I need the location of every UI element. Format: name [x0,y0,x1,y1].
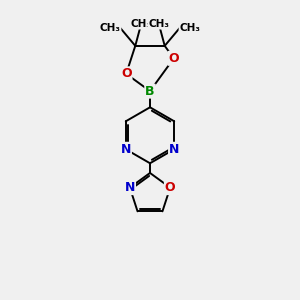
Text: N: N [125,181,135,194]
Text: O: O [121,67,131,80]
Text: B: B [145,85,155,98]
Text: CH₃: CH₃ [100,23,121,33]
Text: CH₃: CH₃ [131,19,152,29]
Text: CH₃: CH₃ [179,23,200,33]
Text: N: N [121,143,131,156]
Text: CH₃: CH₃ [148,19,169,29]
Text: N: N [169,143,179,156]
Text: O: O [165,181,176,194]
Text: O: O [169,52,179,65]
